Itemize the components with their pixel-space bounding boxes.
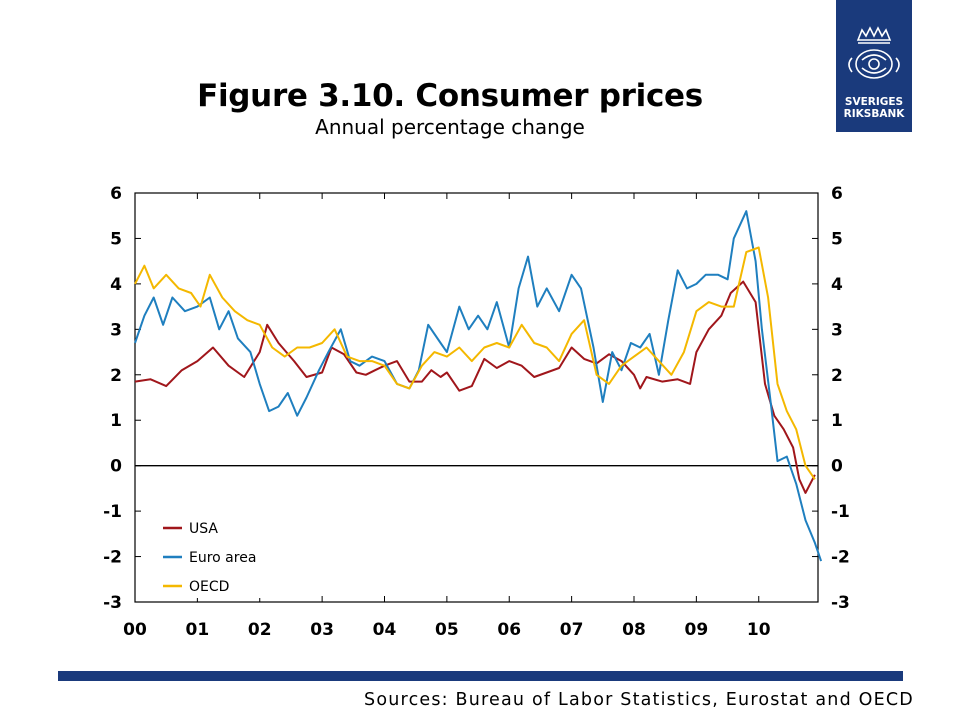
y-tick-label-left: 6 xyxy=(110,184,122,204)
series-lines xyxy=(134,210,823,562)
plot-area xyxy=(134,192,819,603)
series-line-oecd xyxy=(134,246,816,480)
x-tick-label: 08 xyxy=(622,620,646,640)
y-tick-label-right: 6 xyxy=(831,184,843,204)
y-tick-label-left: 3 xyxy=(110,320,122,340)
legend-label-oecd: OECD xyxy=(189,579,229,595)
y-tick-label-left: -2 xyxy=(103,548,122,568)
x-tick-label: 00 xyxy=(123,620,147,640)
x-tick-label: 06 xyxy=(497,620,521,640)
y-tick-label-right: 1 xyxy=(831,411,843,431)
legend-label-usa: USA xyxy=(189,521,218,537)
riksbank-logo: SVERIGES RIKSBANK xyxy=(836,0,912,132)
y-tick-label-left: 0 xyxy=(110,457,122,477)
y-tick-label-left: 2 xyxy=(110,366,122,386)
riksbank-emblem-icon xyxy=(848,26,900,79)
y-tick-label-right: 3 xyxy=(831,320,843,340)
plot-border xyxy=(134,192,819,603)
y-tick-label-right: 5 xyxy=(831,229,843,249)
y-tick-label-left: 1 xyxy=(110,411,122,431)
chart-subtitle: Annual percentage change xyxy=(315,115,585,139)
y-tick-label-right: -1 xyxy=(831,502,850,522)
y-tick-label-right: -3 xyxy=(831,593,850,613)
title-block: Figure 3.10. Consumer prices Annual perc… xyxy=(140,78,760,140)
legend: USA Euro area OECD xyxy=(152,510,282,598)
y-tick-label-right: 2 xyxy=(831,366,843,386)
x-tick-label: 04 xyxy=(373,620,397,640)
bottom-bar xyxy=(58,671,903,681)
y-tick-label-right: -2 xyxy=(831,548,850,568)
legend-label-euro-area: Euro area xyxy=(189,550,256,566)
series-line-euro-area xyxy=(134,210,823,562)
y-tick-label-right: 4 xyxy=(831,275,843,295)
x-tick-label: 02 xyxy=(248,620,272,640)
x-tick-label: 03 xyxy=(310,620,334,640)
line-chart: 6 65 54 43 32 21 10 0-1 -1-2 -2-3 -300 01 02 03 04 05 06… xyxy=(103,184,850,640)
x-tick-label: 01 xyxy=(186,620,210,640)
x-tick-label: 07 xyxy=(560,620,584,640)
y-tick-label-left: 4 xyxy=(110,275,122,295)
logo-line2: RIKSBANK xyxy=(843,108,905,120)
logo-line1: SVERIGES xyxy=(844,96,904,108)
x-tick-label: 10 xyxy=(747,620,771,640)
y-tick-label-left: -1 xyxy=(103,502,122,522)
series-line-usa xyxy=(134,280,816,494)
y-tick-label-left: -3 xyxy=(103,593,122,613)
legend-box xyxy=(152,510,282,598)
x-tick-label: 05 xyxy=(435,620,459,640)
y-tick-label-right: 0 xyxy=(831,457,843,477)
y-tick-label-left: 5 xyxy=(110,229,122,249)
axis-ticks: 6 65 54 43 32 21 10 0-1 -1-2 -2-3 -300 01 02 03 04 05 06… xyxy=(103,184,850,640)
chart-title: Figure 3.10. Consumer prices xyxy=(197,78,703,114)
source-note: Sources: Bureau of Labor Statistics, Eur… xyxy=(364,690,914,710)
x-tick-label: 09 xyxy=(685,620,709,640)
